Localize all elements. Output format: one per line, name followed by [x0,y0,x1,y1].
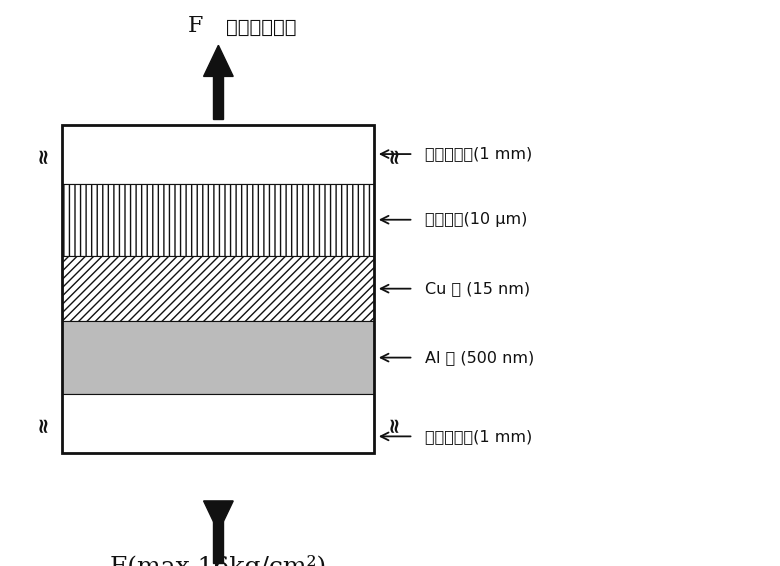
Bar [62,125,374,453]
Text: F(max 16kg/cm²): F(max 16kg/cm²) [110,555,327,566]
Bar [62,256,374,321]
Text: Al 膜 (500 nm): Al 膜 (500 nm) [425,350,534,365]
Polygon shape [204,501,233,532]
Text: ≈: ≈ [33,145,53,163]
Text: ガラス基板(1 mm): ガラス基板(1 mm) [425,147,532,161]
Bar [62,125,374,183]
Text: ≈: ≈ [384,145,404,163]
Text: ガラス基板(1 mm): ガラス基板(1 mm) [425,429,532,444]
Bar [62,321,374,394]
Text: F: F [187,15,203,37]
Text: 高分子膜(10 μm): 高分子膜(10 μm) [425,212,527,227]
Bar [214,76,224,119]
Bar [62,394,374,453]
Text: ≈: ≈ [33,414,53,432]
Polygon shape [204,45,233,76]
Text: 引っ張り荷重: 引っ張り荷重 [226,18,296,37]
Bar [214,521,224,563]
Text: Cu 膜 (15 nm): Cu 膜 (15 nm) [425,281,530,296]
Text: ≈: ≈ [384,414,404,432]
Bar [62,183,374,256]
